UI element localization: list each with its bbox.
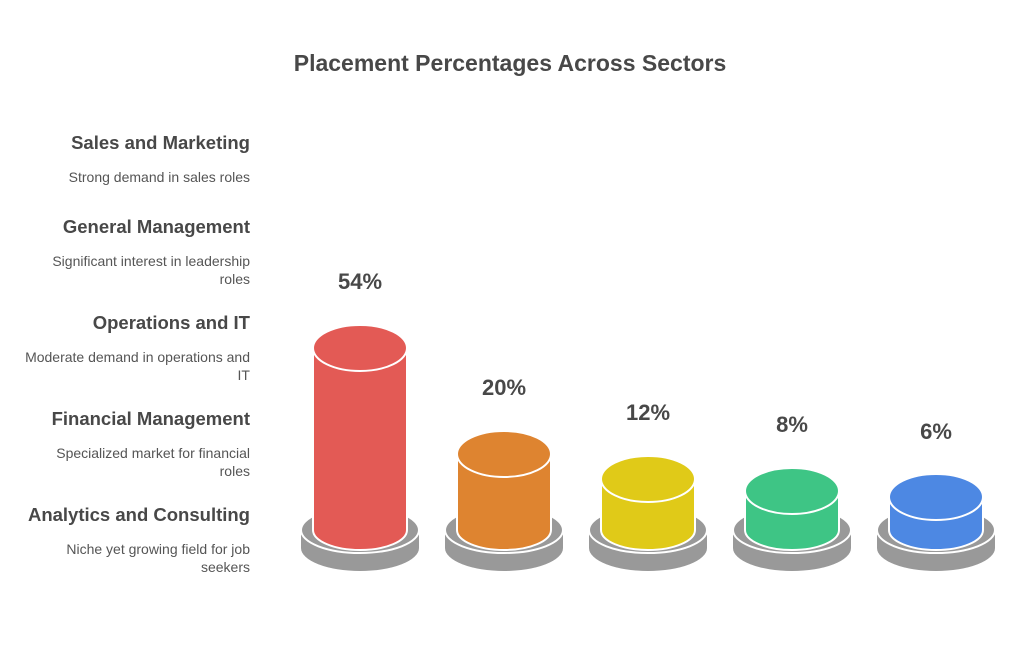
legend-label: Analytics and Consulting: [27, 504, 250, 525]
legend-label: Operations and IT: [92, 312, 250, 333]
bar-value-label: 12%: [626, 400, 670, 425]
bar-general-management: 20%: [444, 375, 564, 571]
legend-label: Sales and Marketing: [71, 132, 250, 153]
legend-item-general-management: General Management Significant interest …: [0, 216, 250, 288]
legend-item-sales-marketing: Sales and Marketing Strong demand in sal…: [0, 132, 250, 186]
legend-item-analytics-consulting: Analytics and Consulting Niche yet growi…: [0, 504, 250, 576]
bar-sales-marketing: 54%: [300, 269, 420, 571]
chart-title: Placement Percentages Across Sectors: [293, 50, 727, 76]
legend-description: Significant interest in leadership roles: [52, 253, 250, 287]
bar-analytics-consulting: 6%: [876, 419, 996, 571]
bar-value-label: 54%: [338, 269, 382, 294]
bar-value-label: 6%: [920, 419, 952, 444]
legend-description: Strong demand in sales roles: [68, 169, 250, 185]
legend-item-financial-management: Financial Management Specialized market …: [0, 408, 250, 480]
legend-description: Moderate demand in operations and IT: [25, 349, 250, 383]
bar-operations-it: 12%: [588, 400, 708, 571]
legend-description: Niche yet growing field for job seekers: [66, 541, 250, 575]
legend-label: General Management: [62, 216, 250, 237]
bar-value-label: 20%: [482, 375, 526, 400]
bar-financial-management: 8%: [732, 412, 852, 571]
legend-label: Financial Management: [51, 408, 250, 429]
legend-item-operations-it: Operations and IT Moderate demand in ope…: [0, 312, 250, 384]
legend-description: Specialized market for financial roles: [56, 445, 250, 479]
bar-value-label: 8%: [776, 412, 808, 437]
